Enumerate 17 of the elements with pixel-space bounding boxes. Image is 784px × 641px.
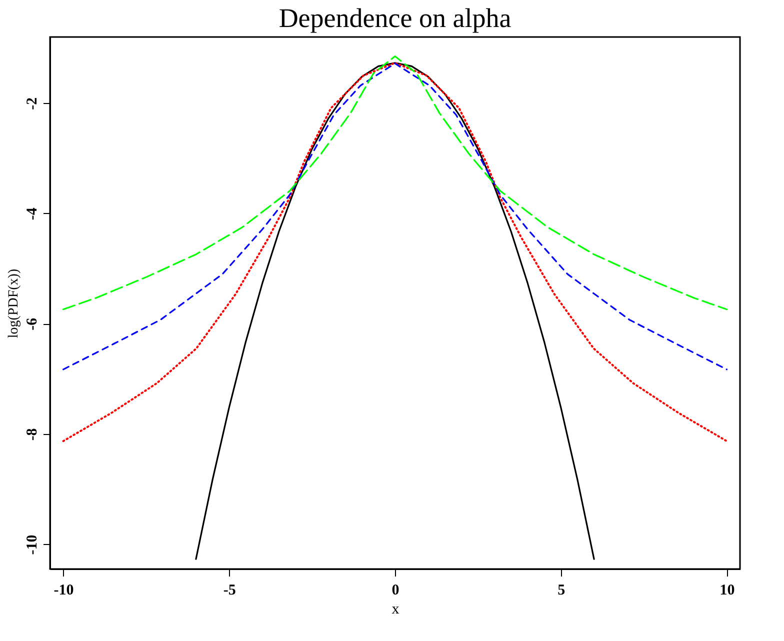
x-tick-label: 10 — [720, 582, 735, 598]
x-tick-label: 5 — [558, 582, 566, 598]
y-tick-label: -4 — [24, 207, 40, 220]
y-tick-label: -6 — [24, 317, 40, 330]
y-tick-label: -10 — [24, 534, 40, 555]
y-tick-label: -8 — [24, 428, 40, 441]
line-series — [62, 55, 728, 310]
y-axis-title: log(PDF(x)) — [6, 268, 22, 338]
x-axis-title: x — [392, 602, 400, 618]
line-series — [195, 62, 595, 560]
y-tick-label: -2 — [24, 97, 40, 110]
line-series — [62, 62, 728, 442]
chart-title: Dependence on alpha — [278, 3, 512, 33]
x-tick-label: -10 — [54, 582, 74, 598]
x-tick-label: 0 — [392, 582, 400, 598]
line-series — [62, 62, 728, 370]
x-tick-label: -5 — [223, 582, 236, 598]
